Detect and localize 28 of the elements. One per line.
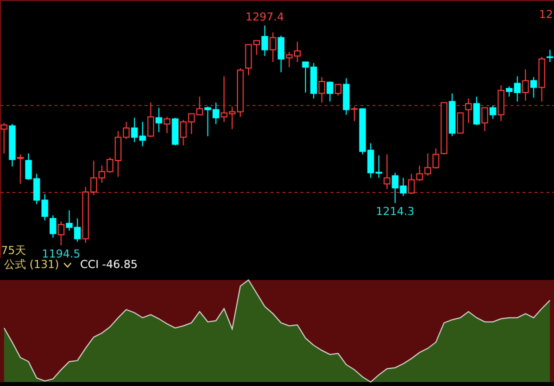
candlestick [17,154,24,184]
candlestick [490,105,496,120]
annotation: 75天 [1,244,26,257]
candlestick [456,112,464,134]
chart-subtitle: CCI -46.85 [80,258,138,272]
candlestick [334,84,342,96]
candlestick [384,154,390,190]
annotation: 1194.5 [42,247,80,260]
annotation: 1297.4 [246,10,284,24]
annotation: 1214.3 [376,205,414,218]
candlestick [522,68,529,102]
candlestick [318,76,326,104]
candlestick [473,96,480,126]
candlestick [270,32,276,62]
candlestick [164,116,170,134]
candlestick [147,102,154,138]
candlestick [50,214,56,238]
candlestick [546,49,554,62]
candlestick [278,35,284,73]
candlestick [481,107,488,132]
candlestick [156,107,162,133]
candlestick [326,80,334,102]
chart-title: 公式 (131) [4,258,60,272]
candlestick [261,24,268,57]
annotation: 12 [539,8,553,21]
candlestick [465,98,472,124]
candlestick [58,220,64,246]
candlestick [530,76,537,98]
